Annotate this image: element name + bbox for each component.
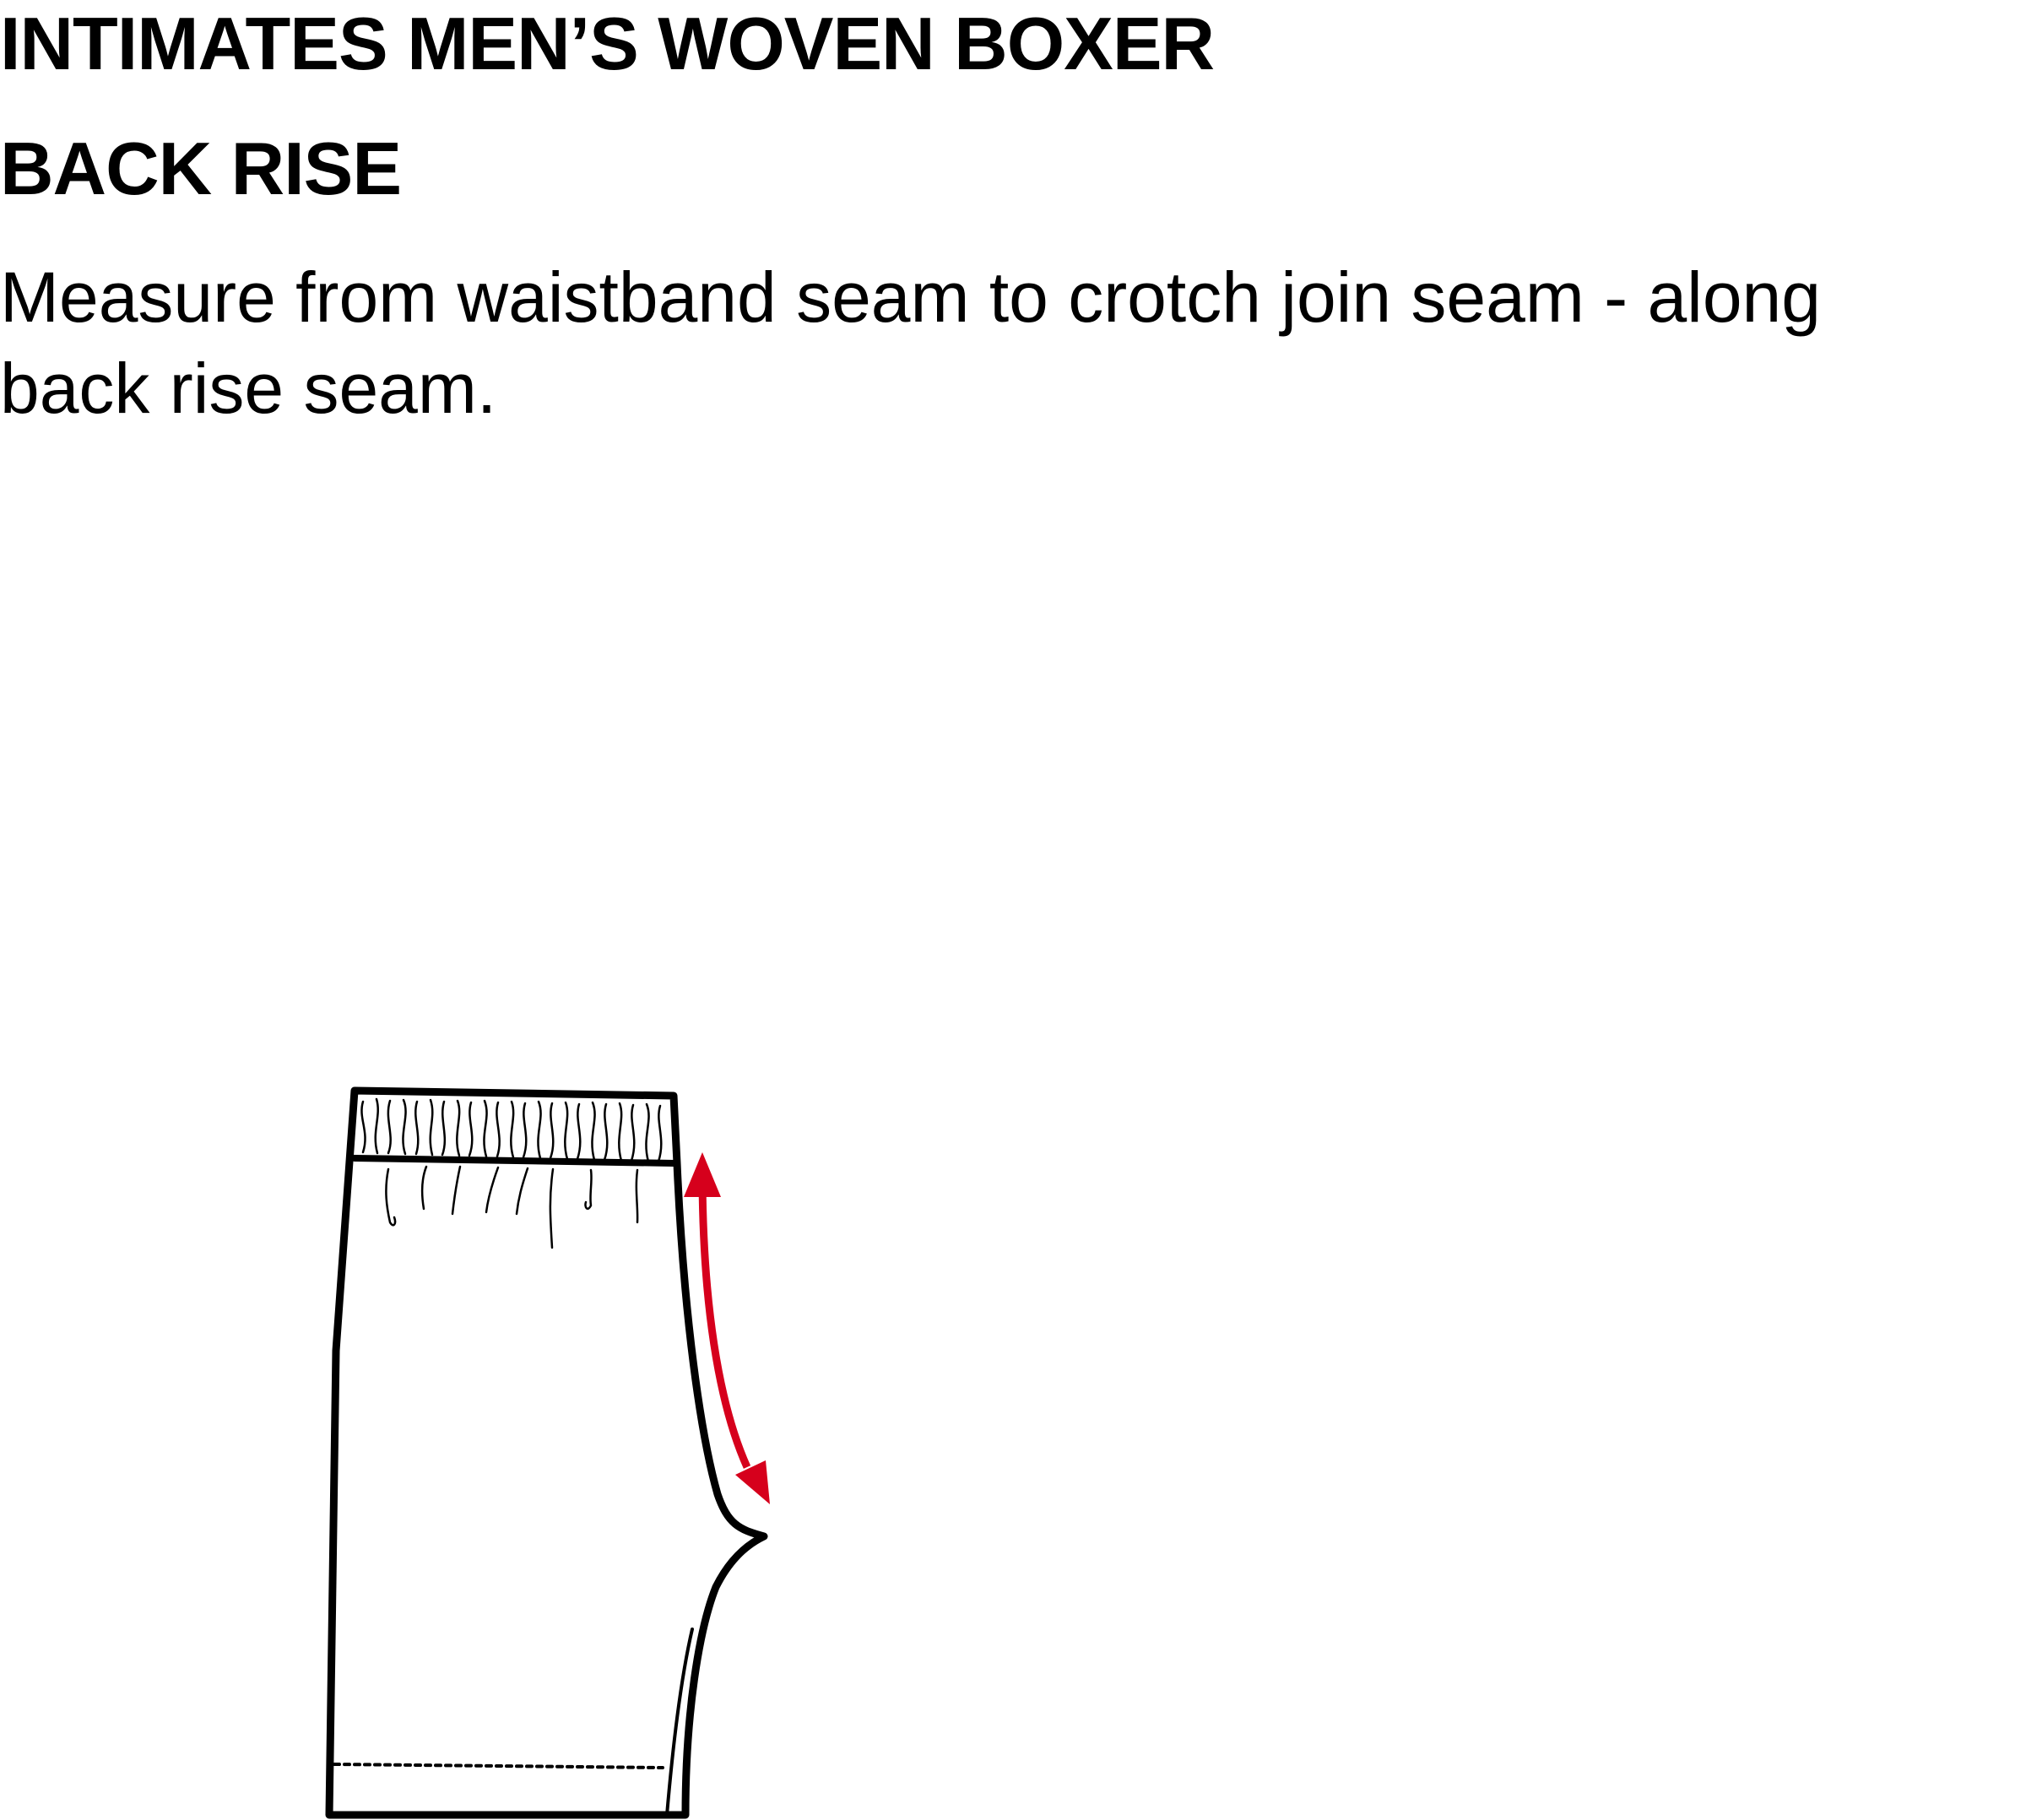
- waistband-seam: [351, 1155, 677, 1167]
- section-title: BACK RISE: [0, 127, 402, 210]
- page-title: INTIMATES MEN’S WOVEN BOXER: [0, 2, 1215, 85]
- arrowhead-bottom: [735, 1460, 770, 1504]
- hem-stitch-line: [333, 1763, 664, 1769]
- waistband-gathers: [360, 1097, 663, 1163]
- inner-leg-seam: [665, 1628, 694, 1817]
- double-headed-arrow-icon: [684, 1152, 770, 1504]
- back-rise-measure-line: [698, 1179, 751, 1469]
- boxer-outline-icon: [325, 1086, 768, 1819]
- measurement-instructions: Measure from waistband seam to crotch jo…: [0, 257, 1821, 428]
- body-gathers: [385, 1165, 639, 1249]
- arrowhead-top: [684, 1152, 721, 1197]
- garment-outline: [325, 1086, 768, 1819]
